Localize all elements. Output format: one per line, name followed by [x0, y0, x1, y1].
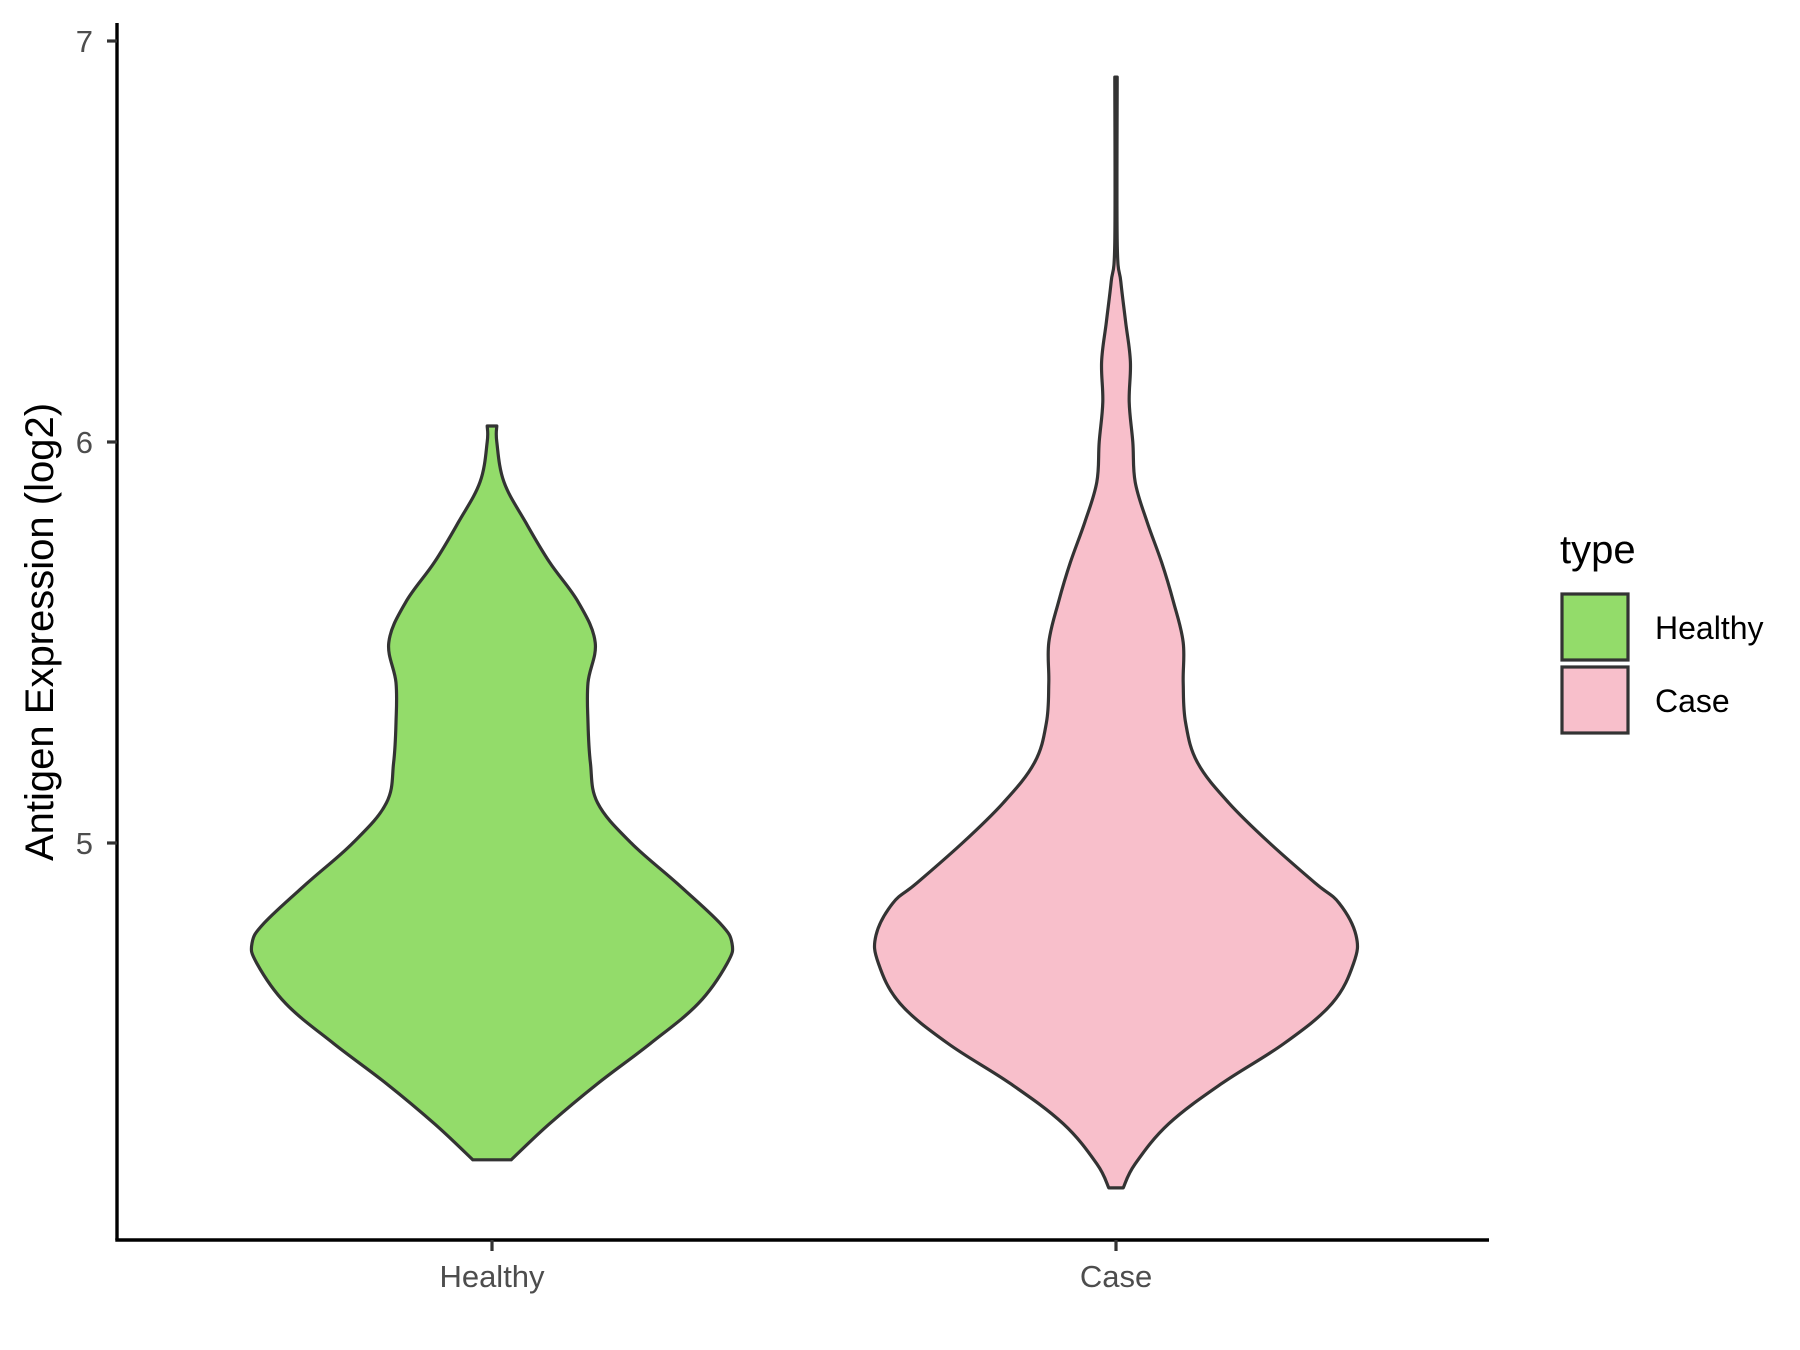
violin-healthy — [249, 424, 735, 1162]
x-tick-label-case: Case — [1080, 1259, 1152, 1294]
y-tick-label-6: 6 — [76, 425, 93, 460]
x-ticks: Healthy Case — [439, 1240, 1152, 1294]
violins-layer — [249, 75, 1360, 1190]
axes-layer — [115, 23, 1489, 1242]
legend-title: type — [1560, 528, 1636, 572]
legend-label-healthy: Healthy — [1655, 610, 1764, 646]
legend-swatch-healthy — [1560, 592, 1630, 662]
legend: type Healthy Case — [1560, 528, 1764, 735]
legend-swatch-case — [1560, 665, 1630, 735]
legend-label-case: Case — [1655, 683, 1730, 719]
violin-case — [872, 75, 1360, 1190]
y-tick-label-5: 5 — [76, 826, 93, 861]
y-ticks: 5 6 7 — [76, 24, 117, 861]
legend-entries: Healthy Case — [1560, 592, 1764, 735]
y-tick-label-7: 7 — [76, 24, 93, 59]
y-axis-title: Antigen Expression (log2) — [18, 403, 62, 861]
x-tick-label-healthy: Healthy — [439, 1259, 545, 1294]
